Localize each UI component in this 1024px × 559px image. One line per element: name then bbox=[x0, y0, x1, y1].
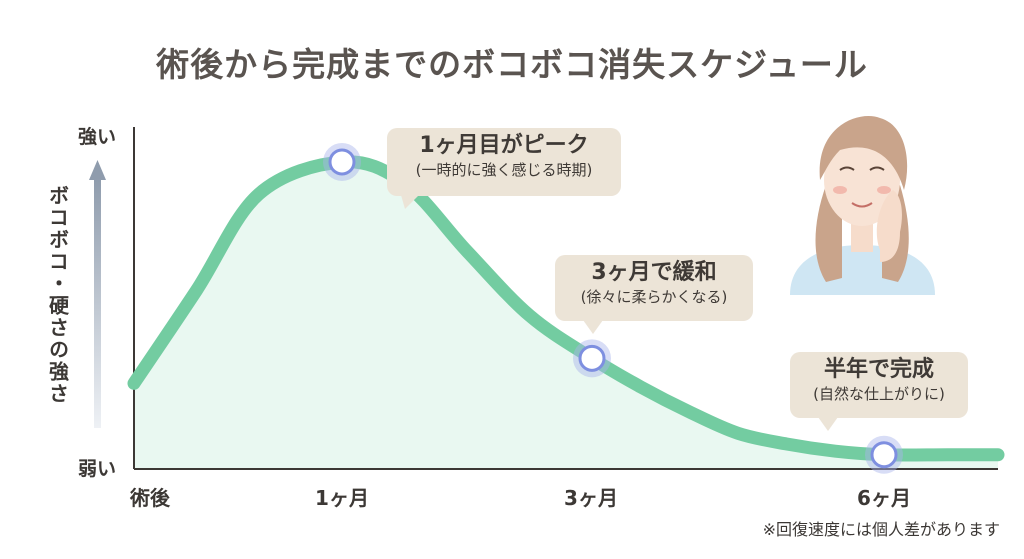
markers-group bbox=[323, 142, 903, 474]
y-axis-label-wrap: ボコボコ・硬さの強さ bbox=[42, 180, 74, 410]
data-point-marker bbox=[328, 148, 356, 176]
callout-relief: 3ヶ月で緩和 (徐々に柔らかくなる) bbox=[555, 255, 753, 334]
data-point-marker bbox=[578, 344, 606, 372]
x-tick-label: 術後 bbox=[130, 486, 170, 510]
x-tick-label: 1ヶ月 bbox=[315, 486, 369, 510]
callout-peak-subtitle: (一時的に強く感じる時期) bbox=[415, 161, 593, 179]
curve-area-fill bbox=[134, 161, 998, 469]
callout-complete-title: 半年で完成 bbox=[823, 357, 934, 382]
callout-complete-subtitle: (自然な仕上がりに) bbox=[813, 385, 945, 403]
x-tick-label: 6ヶ月 bbox=[857, 486, 911, 510]
x-tick-label: 3ヶ月 bbox=[564, 486, 618, 510]
y-axis-label: ボコボコ・硬さの強さ bbox=[45, 185, 70, 405]
y-tick-bottom: 弱い bbox=[78, 458, 117, 480]
y-tick-top: 強い bbox=[78, 126, 117, 148]
chart-title: 術後から完成までのボコボコ消失スケジュール bbox=[156, 45, 868, 84]
y-arrow-icon bbox=[89, 160, 106, 180]
data-point-marker bbox=[870, 441, 898, 469]
callout-relief-title: 3ヶ月で緩和 bbox=[591, 260, 717, 285]
callout-complete: 半年で完成 (自然な仕上がりに) bbox=[790, 352, 968, 431]
footnote: ※回復速度には個人差があります bbox=[762, 520, 1000, 539]
y-arrow-shaft bbox=[94, 178, 101, 428]
woman-illustration bbox=[790, 115, 935, 295]
callout-peak: 1ヶ月目がピーク (一時的に強く感じる時期) bbox=[387, 128, 621, 209]
callout-peak-title: 1ヶ月目がピーク bbox=[419, 133, 589, 158]
callout-relief-subtitle: (徐々に柔らかくなる) bbox=[580, 288, 728, 306]
